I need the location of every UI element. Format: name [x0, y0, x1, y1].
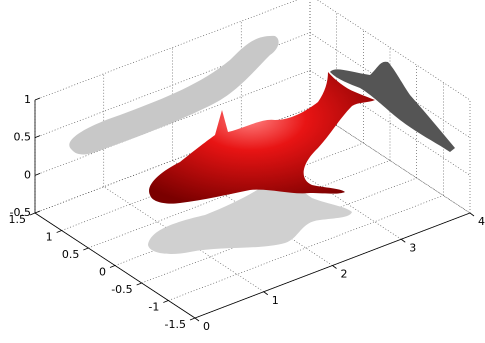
y-tick-label: -0.5	[111, 283, 132, 296]
x-tick-label: 2	[341, 268, 348, 281]
y-tick-label: 0	[99, 266, 106, 279]
grid-line	[34, 0, 298, 101]
z-tick-label: -0.5	[10, 206, 31, 219]
y-tick-label: -1	[148, 301, 159, 314]
z-tick-label: 0	[24, 168, 31, 181]
grid-line	[317, 0, 471, 101]
grid-line	[309, 32, 471, 138]
y-tick	[163, 300, 169, 303]
y-tick-label: 0.5	[62, 248, 80, 261]
red-shape	[149, 72, 375, 204]
y-tick	[83, 247, 89, 251]
x-tick-label: 4	[478, 215, 485, 228]
grid-line	[34, 70, 311, 176]
x-tick	[263, 291, 268, 296]
y-tick	[29, 212, 36, 216]
z-tick	[34, 210, 41, 214]
grid-line	[309, 70, 471, 176]
x-tick	[194, 317, 200, 322]
grid-line	[168, 195, 444, 301]
y-tick	[56, 230, 62, 233]
z-tick	[34, 135, 41, 139]
grid-line	[309, 107, 471, 214]
grid-line	[88, 142, 364, 249]
grid-line	[34, 32, 311, 138]
side-wall-shadow	[330, 61, 455, 153]
back-wall-shadow	[69, 35, 279, 155]
grid-line	[34, 107, 311, 214]
y-tick-label: 1	[46, 231, 53, 244]
x-tick-label: 1	[272, 294, 279, 307]
x-tick	[401, 238, 406, 243]
x-tick-label: 0	[203, 320, 210, 333]
y-tick-label: -1.5	[165, 318, 186, 331]
z-tick	[34, 97, 41, 101]
x-tick	[332, 265, 337, 269]
x-tick	[469, 212, 475, 217]
y-tick	[189, 317, 196, 321]
z-tick-label: 0.5	[14, 131, 32, 144]
floor-shadow	[148, 182, 352, 254]
y-tick-label: 1.5	[9, 213, 27, 226]
grid-line	[103, 186, 264, 293]
y-tick	[109, 265, 116, 268]
x-tick-label: 3	[409, 241, 416, 254]
z-tick-label: 1	[24, 93, 31, 106]
z-tick	[34, 172, 41, 176]
y-tick	[136, 282, 142, 286]
